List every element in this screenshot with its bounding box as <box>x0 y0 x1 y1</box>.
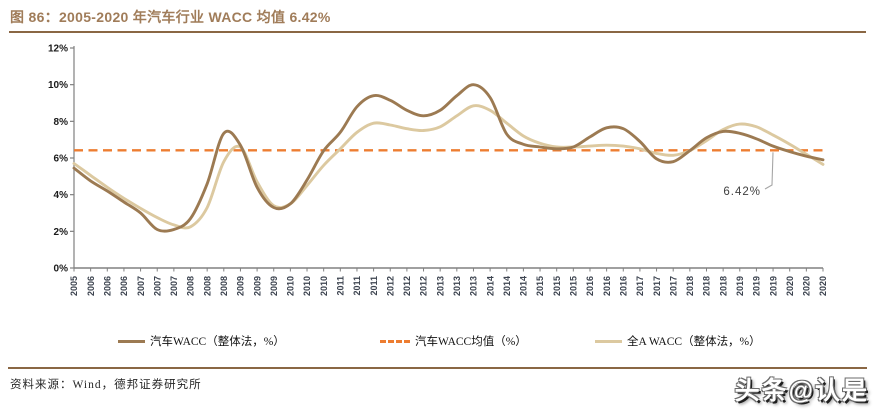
x-axis-label: 2020 <box>785 276 795 296</box>
x-axis-label: 2008 <box>202 276 212 296</box>
x-axis-label: 2010 <box>286 276 296 296</box>
source-rule <box>8 367 867 369</box>
x-axis-label: 2019 <box>768 276 778 296</box>
x-axis-label: 2011 <box>352 276 362 296</box>
x-axis-label: 2016 <box>585 276 595 296</box>
legend-label-auto-wacc: 汽车WACC（整体法，%） <box>150 336 285 348</box>
chart-legend: 汽车WACC（整体法，%） 汽车WACC均值（%） 全A WACC（整体法，%） <box>0 333 875 355</box>
y-axis-label: 12% <box>48 44 68 55</box>
x-axis-label: 2006 <box>86 276 96 296</box>
x-axis-label: 2005 <box>69 276 79 296</box>
x-axis-label: 2017 <box>652 276 662 296</box>
x-axis-label: 2011 <box>369 276 379 296</box>
x-axis-label: 2009 <box>236 276 246 296</box>
x-axis-label: 2018 <box>718 276 728 296</box>
legend-item-mean-wacc: 汽车WACC均值（%） <box>380 333 527 349</box>
x-axis-label: 2017 <box>668 276 678 296</box>
y-axis-label: 2% <box>54 227 69 238</box>
x-axis-label: 2012 <box>385 276 395 296</box>
x-axis-label: 2008 <box>186 276 196 296</box>
x-axis-label: 2009 <box>252 276 262 296</box>
x-axis-label: 2008 <box>219 276 229 296</box>
x-axis-label: 2012 <box>419 276 429 296</box>
y-axis-label: 0% <box>54 264 69 275</box>
legend-label-all-a-wacc: 全A WACC（整体法，%） <box>627 336 761 348</box>
auto-wacc-line-swatch <box>118 339 145 343</box>
x-axis-label: 2019 <box>735 276 745 296</box>
y-axis-label: 10% <box>48 80 68 91</box>
mean-wacc-dash-swatch <box>380 339 410 343</box>
x-axis-label: 2019 <box>752 276 762 296</box>
y-axis-label: 6% <box>54 154 69 165</box>
x-axis-label: 2006 <box>119 276 129 296</box>
legend-item-all-a-wacc: 全A WACC（整体法，%） <box>595 333 761 349</box>
x-axis-label: 2018 <box>702 276 712 296</box>
title-rule <box>9 31 866 33</box>
x-axis-label: 2014 <box>519 276 529 296</box>
x-axis-label: 2020 <box>802 276 812 296</box>
watermark: 头条@认是 <box>734 377 869 405</box>
annotation-leader-line <box>764 152 774 190</box>
all-a-wacc-series-line <box>72 104 825 230</box>
x-axis-label: 2016 <box>602 276 612 296</box>
x-axis-label: 2013 <box>469 276 479 296</box>
source-note: 资料来源：Wind，德邦证券研究所 <box>10 379 202 391</box>
x-axis-label: 2007 <box>152 276 162 296</box>
x-axis-label: 2014 <box>502 276 512 296</box>
x-axis-label: 2020 <box>818 276 828 296</box>
legend-label-mean-wacc: 汽车WACC均值（%） <box>415 336 527 348</box>
x-axis-label: 2011 <box>336 276 346 296</box>
x-axis-label: 2015 <box>552 276 562 296</box>
x-axis-label: 2014 <box>485 276 495 296</box>
x-axis-label: 2010 <box>302 276 312 296</box>
x-axis-label: 2013 <box>435 276 445 296</box>
auto-wacc-series-line <box>72 83 825 233</box>
wacc-line-chart: 0% 2% 4% 6% 8% 10% 12% 2005 2006 2006 2006 2007 2007… <box>48 44 828 297</box>
x-axis-label: 2018 <box>685 276 695 296</box>
x-axis-label: 2016 <box>618 276 628 296</box>
x-axis-label: 2007 <box>169 276 179 296</box>
x-axis-label: 2012 <box>402 276 412 296</box>
x-axis-label: 2015 <box>535 276 545 296</box>
legend-item-auto-wacc: 汽车WACC（整体法，%） <box>118 333 285 349</box>
x-axis-label: 2007 <box>136 276 146 296</box>
x-axis-label: 2017 <box>635 276 645 296</box>
mean-value-annotation: 6.42% <box>723 186 761 198</box>
figure-title: 图 86：2005-2020 年汽车行业 WACC 均值 6.42% <box>10 9 331 25</box>
all-a-wacc-line-swatch <box>595 339 622 343</box>
y-axis-label: 4% <box>54 190 69 201</box>
x-axis-label: 2009 <box>269 276 279 296</box>
x-axis-label: 2013 <box>452 276 462 296</box>
x-axis-label: 2010 <box>319 276 329 296</box>
y-axis-label: 8% <box>54 117 69 128</box>
x-axis-label: 2015 <box>569 276 579 296</box>
x-axis-label: 2006 <box>102 276 112 296</box>
